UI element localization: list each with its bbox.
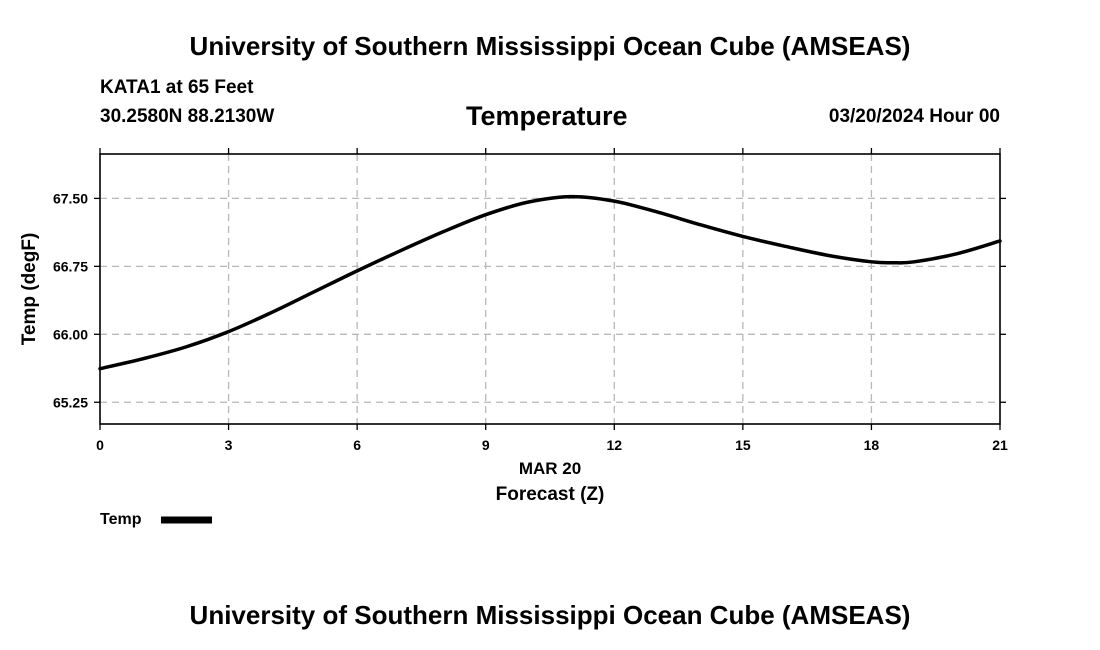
y-tick-label: 66.00 bbox=[53, 326, 88, 342]
x-tick-label: 3 bbox=[225, 437, 233, 453]
chart-title-top: University of Southern Mississippi Ocean… bbox=[189, 31, 911, 61]
x-axis-label: Forecast (Z) bbox=[496, 484, 605, 505]
series-line-temp bbox=[98, 194, 1002, 371]
legend-label: Temp bbox=[100, 511, 142, 528]
station-label: KATA1 at 65 Feet bbox=[100, 77, 254, 98]
x-tick-label: 15 bbox=[735, 437, 751, 453]
y-tick-label: 66.75 bbox=[53, 258, 88, 274]
series-layer bbox=[98, 194, 1002, 371]
x-tick-label: 12 bbox=[606, 437, 622, 453]
y-tick-label: 67.50 bbox=[53, 190, 88, 206]
chart-title-bottom: University of Southern Mississippi Ocean… bbox=[189, 600, 911, 630]
x-axis-sublabel: MAR 20 bbox=[519, 459, 581, 478]
coordinates-label: 30.2580N 88.2130W bbox=[100, 106, 275, 127]
y-axis-label: Temp (degF) bbox=[19, 233, 40, 346]
legend: Temp bbox=[100, 511, 212, 528]
x-tick-label: 9 bbox=[482, 437, 490, 453]
x-tick-label: 0 bbox=[96, 437, 104, 453]
label-layer: 0 3 6 9 12 15 18 21 65.25 66.00 66.75 67.50 MAR 20 Fo… bbox=[19, 190, 1008, 505]
plot-frame bbox=[99, 153, 1001, 425]
y-tick-label: 65.25 bbox=[53, 394, 88, 410]
x-tick-label: 21 bbox=[992, 437, 1008, 453]
variable-title: Temperature bbox=[466, 101, 628, 131]
datetime-label: 03/20/2024 Hour 00 bbox=[828, 106, 1000, 127]
x-tick-label: 6 bbox=[353, 437, 361, 453]
x-tick-label: 18 bbox=[864, 437, 880, 453]
axis-layer bbox=[94, 148, 1006, 430]
grid-layer bbox=[100, 154, 1000, 424]
